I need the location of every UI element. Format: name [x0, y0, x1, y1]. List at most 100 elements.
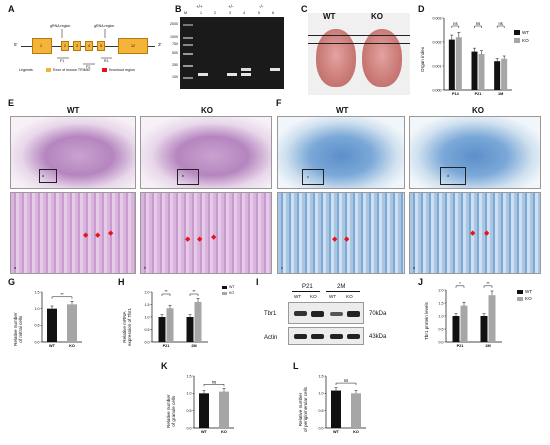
- legend-wt: WT: [525, 289, 533, 294]
- arrow-icon: ◆: [470, 230, 476, 237]
- y-tick-label: 1.5: [439, 301, 444, 305]
- y-tick-label: 0.5: [319, 409, 324, 413]
- bar-wt: [448, 39, 455, 90]
- arrow-icon: ◆: [83, 232, 89, 239]
- lane-labels: M 1 2 3 4 5 6: [184, 11, 274, 15]
- significance-bracket: [203, 384, 225, 387]
- ylabel-g: Relative number of mitral cells: [13, 312, 23, 346]
- panel-label-d: D: [418, 4, 425, 14]
- y-tick-label: 1.5: [319, 374, 324, 378]
- nissl-section-wt: c: [277, 116, 405, 189]
- panel-a-arrows: [57, 29, 112, 65]
- inset-box: c: [302, 169, 324, 185]
- bar-ko: [501, 58, 508, 90]
- y-tick-label: 0.002: [433, 40, 442, 44]
- panel-label-f: F: [276, 98, 282, 108]
- legend-knockout: Knockout region: [109, 68, 135, 72]
- panel-label-h: H: [118, 277, 125, 287]
- nissl-zoom-wt: c ◆ ◆: [277, 192, 405, 274]
- bar-ko: [67, 304, 77, 342]
- legend-swatch-ko: [514, 38, 520, 43]
- panel-label-l: L: [293, 361, 299, 371]
- legend-swatch-ko: [517, 297, 523, 301]
- y-tick-label: 1.5: [187, 374, 192, 378]
- chart-d-svg: 0.000 0.001 0.002 0.003 P14 P21 1M ns ns ns: [433, 16, 512, 96]
- ylabel-j: Tbr1 protein levels: [424, 302, 429, 340]
- bar-wt: [471, 51, 478, 90]
- bar-wt: [158, 317, 166, 342]
- y-tick-label: 1.5: [145, 303, 150, 307]
- gel-image: [180, 17, 284, 89]
- bar-ko: [460, 305, 468, 342]
- inset-box: a: [39, 169, 57, 183]
- inset-box: d: [440, 167, 466, 185]
- significance-bracket: [189, 293, 199, 296]
- he-section-ko: b: [140, 116, 272, 189]
- significance-bracket: [455, 285, 465, 288]
- primer-label: R1: [104, 59, 109, 63]
- bar-wt: [47, 308, 57, 342]
- legend-exon: Exon of mouse TRIM67: [53, 68, 91, 72]
- brain-label-ko: KO: [371, 12, 383, 21]
- legend-ko: KO: [522, 38, 529, 43]
- genotype-label: -/-: [259, 4, 264, 9]
- y-tick-label: 1.0: [439, 314, 444, 318]
- panel-label-g: G: [8, 277, 16, 287]
- y-tick-label: 1.0: [319, 392, 324, 396]
- blot-group: P21: [302, 284, 313, 290]
- exon-box: 3: [73, 41, 81, 51]
- y-tick-label: 2.0: [439, 288, 444, 292]
- x-tick-label: KO: [69, 344, 75, 348]
- y-tick-label: 2.0: [145, 290, 150, 294]
- legend-swatch-wt: [517, 290, 523, 294]
- y-tick-label: 1.5: [35, 290, 40, 294]
- x-tick-label: KO: [221, 430, 227, 434]
- blot-size: 43kDa: [369, 334, 387, 340]
- three-prime-end: 3': [158, 42, 162, 47]
- x-tick-label: 2M: [485, 344, 490, 348]
- significance-label: **: [192, 289, 196, 294]
- y-tick-label: 0.000: [433, 88, 442, 92]
- panel-label-j: J: [418, 277, 424, 287]
- exon-box: 1: [32, 38, 52, 54]
- bar-wt: [199, 393, 209, 428]
- y-tick-label: 1.0: [35, 307, 40, 311]
- primer-label: F2: [86, 65, 91, 69]
- ladder-labels: 2000 1000 750 500 250 100: [170, 22, 178, 79]
- x-tick-label: WT: [49, 344, 56, 348]
- bar-wt: [331, 390, 341, 428]
- primer-label: F1: [60, 59, 65, 63]
- y-tick-label: 0.5: [439, 327, 444, 331]
- significance-bracket: [161, 293, 171, 296]
- arrow-icon: ◆: [332, 236, 338, 243]
- legend-ko: KO: [525, 296, 532, 301]
- genotype-label: +/-: [228, 4, 234, 9]
- legend-wt: WT: [522, 30, 530, 35]
- bar-wt: [480, 316, 488, 342]
- arrow-icon: ◆: [197, 236, 203, 243]
- y-tick-label: 1.0: [187, 392, 192, 396]
- x-tick-label: 1M: [498, 92, 503, 96]
- y-tick-label: 0.001: [433, 64, 442, 68]
- he-label-wt: WT: [67, 106, 80, 115]
- y-tick-label: 0.5: [35, 324, 40, 328]
- chart-g-svg: 0.0 0.5 1.0 1.5 WT KO **: [35, 290, 82, 348]
- significance-label: ns: [212, 379, 216, 384]
- significance-label: **: [486, 281, 490, 286]
- legend-swatch-knockout: [102, 68, 107, 72]
- nissl-label-ko: KO: [472, 106, 484, 115]
- chart-l-svg: 0.0 0.5 1.0 1.5 WT KO ns: [319, 374, 366, 434]
- legend-ko: KO: [229, 291, 235, 295]
- he-zoom-ko: b ◆ ◆ ◆: [140, 192, 272, 274]
- exon-box: 5: [97, 41, 105, 51]
- x-tick-label: 2M: [191, 344, 196, 348]
- blot-row-label: Tbr1: [264, 311, 277, 317]
- x-tick-label: P14: [452, 92, 460, 96]
- legend-swatch-wt: [222, 286, 227, 289]
- bar-ko: [478, 54, 485, 90]
- blot-tbr1: [288, 302, 364, 324]
- significance-label: ns: [453, 21, 457, 26]
- x-tick-label: P21: [163, 344, 170, 348]
- blot-actin: [288, 327, 364, 345]
